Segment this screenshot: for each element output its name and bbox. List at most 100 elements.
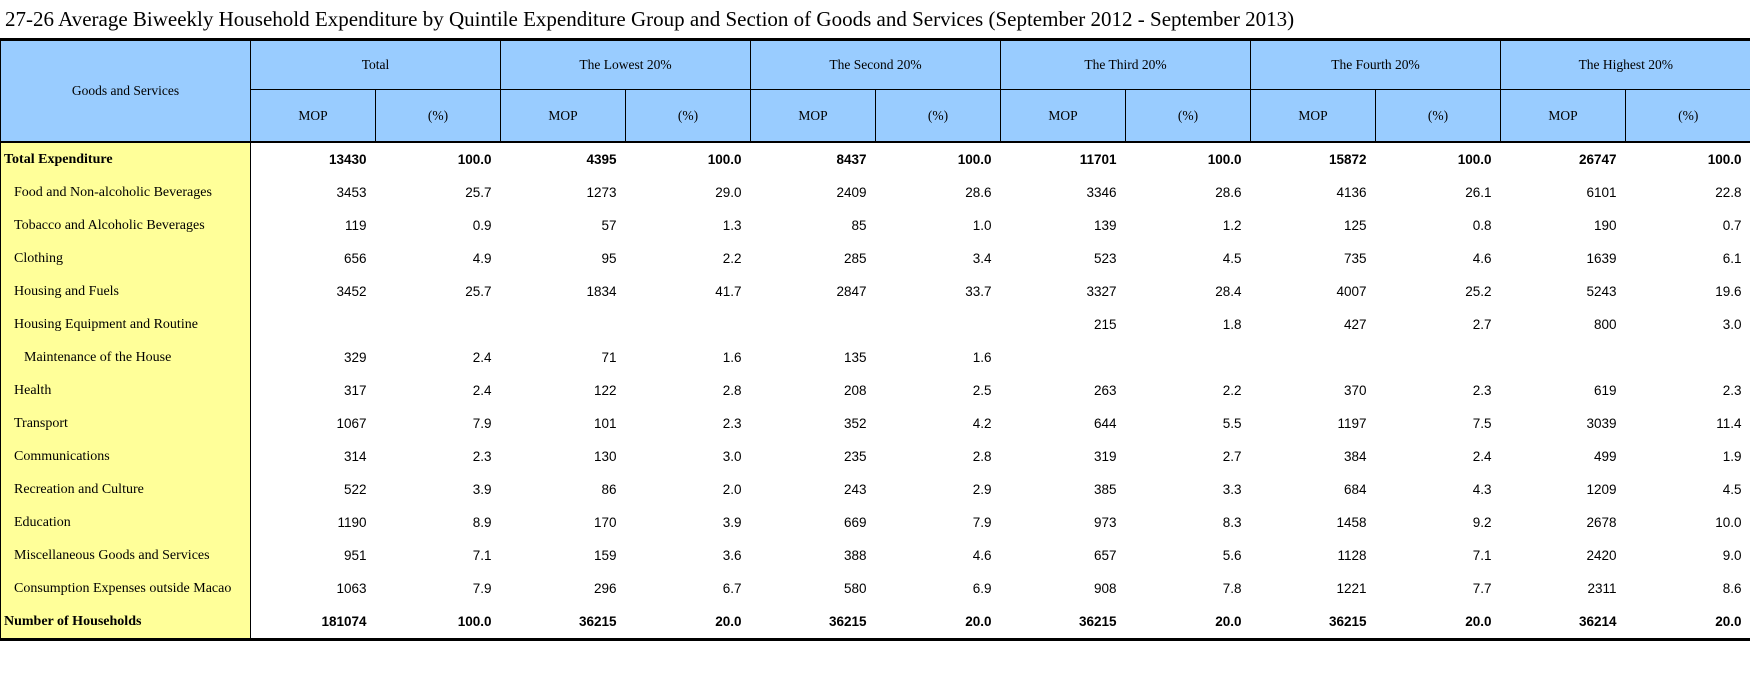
value-cell: 28.4 [1215,284,1242,299]
row-label: Food and Non-alcoholic Beverages [0,176,251,209]
table-row: Recreation and Culture 522 3.9 86 2.0 243 2.9 3… [0,473,1750,506]
value-cell: 7.5 [1472,416,1492,431]
pct-header-3: (%) [1125,89,1252,143]
value-cell: 352 [843,416,867,431]
value-cell: 2.4 [1472,449,1492,464]
value-cell [1501,341,1626,374]
value-cell [1126,341,1251,374]
value-cell: 11701 [1079,152,1117,167]
table-row: Tobacco and Alcoholic Beverages 119 0.9 57 1… [0,209,1750,242]
table-row: Housing Equipment and Routine 215 1.8 427 2.… [0,308,1750,341]
value-cell: 159 [593,548,617,563]
value-cell: 36214 [1579,614,1617,629]
value-cell: 1190 [337,515,367,530]
value-cell: 1458 [1336,515,1367,530]
value-cell: 139 [1094,218,1117,233]
value-cell: 7.8 [1222,581,1242,596]
value-cell: 8437 [836,152,867,167]
row-label: Number of Households [0,605,251,640]
value-cell: 7.1 [472,548,492,563]
value-cell: 208 [843,383,867,398]
value-cell: 122 [593,383,617,398]
value-cell: 36215 [1078,614,1117,629]
value-cell: 25.7 [465,185,492,200]
value-cell: 1.3 [722,218,742,233]
table-row: Total Expenditure 13430 100.0 4395 100.0 8437… [0,142,1750,176]
value-cell: 29.0 [715,185,742,200]
table-body: Total Expenditure 13430 100.0 4395 100.0 8437… [0,142,1750,640]
value-cell: 9.0 [1722,548,1742,563]
row-label: Recreation and Culture [0,473,251,506]
value-cell: 135 [843,350,867,365]
value-cell: 26747 [1579,152,1617,167]
table-row: Clothing 656 4.9 95 2.2 285 3.4 523 4.5 735 4.6 163… [0,242,1750,275]
value-cell: 427 [1344,317,1367,332]
value-cell: 13430 [328,152,367,167]
group-header-the-third-20-: The Third 20% [1000,39,1252,90]
value-cell: 2.4 [472,350,492,365]
table-row: Miscellaneous Goods and Services 951 7.1 15… [0,539,1750,572]
value-cell: 2.3 [722,416,742,431]
value-cell: 7.7 [1472,581,1492,596]
value-cell: 6.1 [1722,251,1742,266]
table-row: Housing and Fuels 3452 25.7 1834 41.7 2847 33.… [0,275,1750,308]
row-label: Education [0,506,251,539]
value-cell: 499 [1594,449,1617,464]
pct-header-4: (%) [1375,89,1502,143]
value-cell: 5243 [1586,284,1617,299]
value-cell: 800 [1594,317,1617,332]
value-cell: 2.8 [722,383,742,398]
pct-header-1: (%) [624,89,752,143]
value-cell: 85 [851,218,867,233]
row-label: Maintenance of the House [0,341,251,374]
value-cell: 6.7 [722,581,742,596]
value-cell: 908 [1094,581,1117,596]
value-cell: 100.0 [1457,152,1492,167]
value-cell: 2.7 [1472,317,1492,332]
value-cell: 2.8 [972,449,992,464]
value-cell: 10.0 [1715,515,1742,530]
pct-header-2: (%) [875,89,1002,143]
value-cell: 2.2 [722,251,742,266]
value-cell: 4.9 [472,251,492,266]
value-cell: 2.0 [722,482,742,497]
table-row: Consumption Expenses outside Macao 1063 7.… [0,572,1750,605]
value-cell: 384 [1344,449,1367,464]
value-cell [751,308,876,341]
row-label: Housing and Fuels [0,275,251,308]
value-cell: 7.1 [1472,548,1492,563]
value-cell: 3452 [336,284,367,299]
table-row: Food and Non-alcoholic Beverages 3453 25.7… [0,176,1750,209]
table-row: Education 1190 8.9 170 3.9 669 7.9 973 8.3 1458 9.… [0,506,1750,539]
value-cell: 100.0 [457,614,492,629]
value-cell: 19.6 [1715,284,1742,299]
value-cell: 656 [343,251,367,266]
value-cell: 3.4 [972,251,992,266]
value-cell: 0.7 [1722,218,1742,233]
value-cell: 8.6 [1722,581,1742,596]
value-cell: 4.6 [1472,251,1492,266]
expenditure-table: Goods and Services Total The Lowest 20% Th… [0,38,1750,641]
value-cell [1001,341,1126,374]
value-cell: 100.0 [1707,152,1742,167]
value-cell: 3.9 [472,482,492,497]
value-cell: 1834 [586,284,617,299]
value-cell: 3039 [1586,416,1617,431]
group-header-total: Total [250,39,501,90]
value-cell: 71 [601,350,617,365]
value-cell: 20.0 [1215,614,1242,629]
value-cell: 3.0 [1722,317,1742,332]
value-cell: 263 [1094,383,1117,398]
value-cell: 5.5 [1222,416,1242,431]
value-cell: 1197 [1337,416,1367,431]
value-cell: 41.7 [715,284,742,299]
value-cell: 7.9 [472,581,492,596]
value-cell: 5.6 [1222,548,1242,563]
value-cell: 100.0 [957,152,992,167]
group-header-the-lowest-20-: The Lowest 20% [499,39,752,90]
value-cell: 181074 [321,614,367,629]
value-cell: 20.0 [715,614,742,629]
value-cell: 2311 [1587,581,1617,596]
table-row: Transport 1067 7.9 101 2.3 352 4.2 644 5.5 1197 7.… [0,407,1750,440]
